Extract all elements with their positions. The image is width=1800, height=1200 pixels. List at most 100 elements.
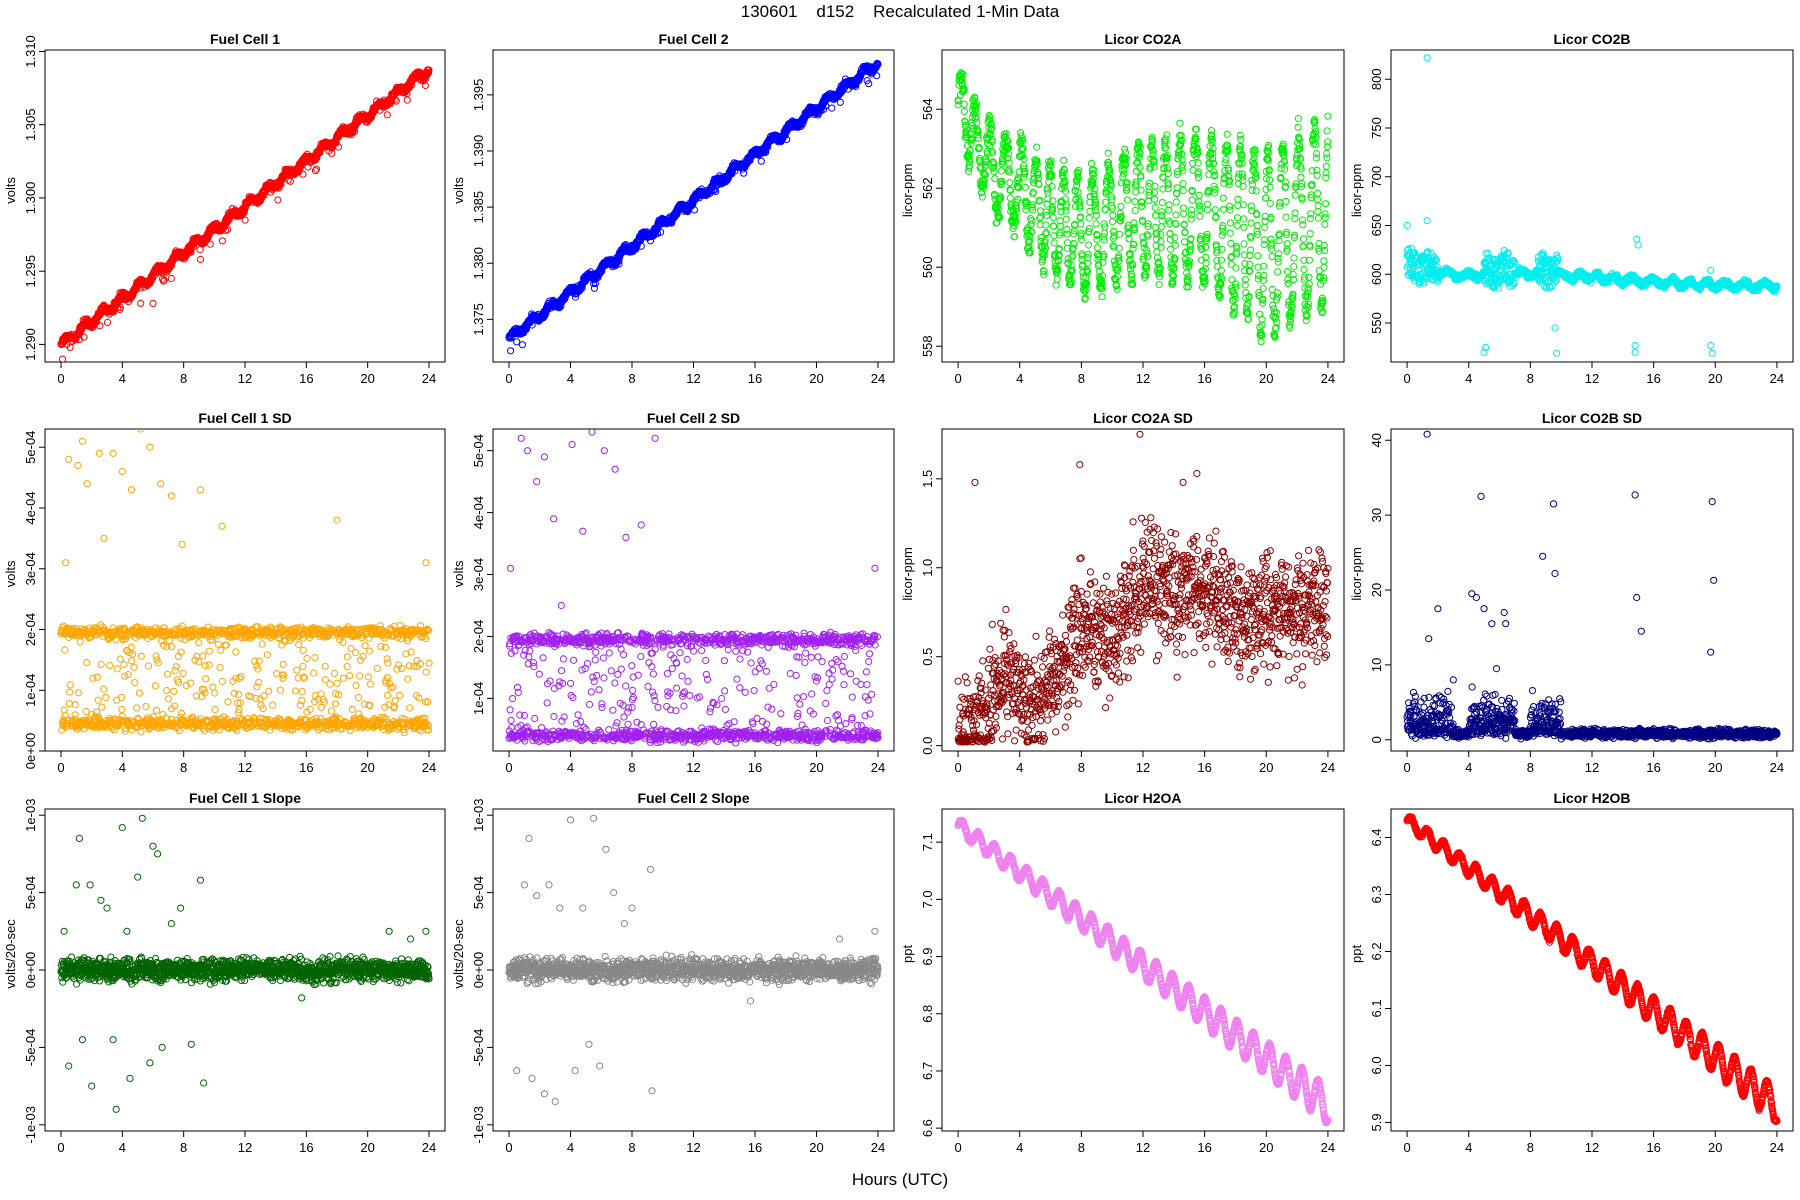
data-point: [196, 246, 204, 254]
data-point: [1307, 191, 1315, 199]
data-point: [1006, 179, 1014, 187]
data-point: [740, 169, 748, 177]
data-point: [1048, 182, 1056, 190]
x-tick-label: 12: [1136, 371, 1150, 386]
y-tick-label: 1.395: [471, 79, 486, 112]
data-point: [1232, 264, 1240, 272]
x-tick-label: 24: [422, 371, 436, 386]
data-point: [836, 98, 844, 106]
data-point: [1305, 256, 1314, 264]
data-point: [1314, 214, 1323, 222]
data-point: [1248, 176, 1256, 184]
data-point: [973, 100, 981, 108]
x-tick-label: 20: [809, 371, 823, 386]
data-point: [1165, 217, 1173, 225]
data-point: [1099, 253, 1108, 261]
data-point: [981, 171, 989, 179]
data-point: [1319, 277, 1327, 285]
data-point: [223, 226, 232, 234]
data-point: [1311, 125, 1319, 133]
data-point: [1036, 207, 1044, 215]
data-point: [1074, 169, 1082, 178]
data-point: [1274, 268, 1282, 276]
data-point: [391, 96, 399, 104]
data-point: [1105, 162, 1113, 170]
data-point: [1250, 154, 1258, 162]
data-point: [1297, 183, 1306, 191]
data-point: [1238, 155, 1246, 163]
data-point: [1252, 169, 1260, 178]
data-points: [505, 59, 882, 355]
data-point: [988, 138, 996, 146]
data-point: [1282, 228, 1291, 236]
data-point: [1206, 164, 1214, 172]
data-point: [316, 149, 324, 157]
data-point: [167, 274, 175, 283]
data-point: [1303, 289, 1312, 297]
data-point: [820, 105, 828, 113]
data-point: [1108, 196, 1116, 204]
data-point: [1069, 230, 1078, 238]
data-point: [1129, 261, 1137, 269]
data-point: [994, 204, 1003, 213]
data-points: [1403, 54, 1781, 357]
data-point: [1172, 198, 1180, 206]
data-point: [1012, 217, 1020, 225]
data-point: [590, 284, 599, 292]
x-tick-label: 16: [299, 371, 313, 386]
data-point: [557, 302, 565, 310]
data-point: [1165, 181, 1173, 189]
data-point: [1290, 254, 1298, 262]
data-point: [1228, 276, 1236, 284]
data-point: [574, 282, 582, 290]
data-point: [990, 160, 998, 168]
data-point: [1268, 239, 1276, 247]
y-tick-label: 1.380: [471, 247, 486, 280]
data-point: [989, 163, 998, 171]
data-point: [103, 318, 112, 326]
data-point: [241, 216, 249, 224]
data-point: [304, 163, 312, 171]
data-point: [1117, 212, 1125, 221]
data-point: [1211, 206, 1219, 214]
data-point: [1226, 202, 1234, 210]
data-point: [1187, 206, 1196, 214]
data-point: [1158, 208, 1166, 216]
data-point: [1241, 281, 1249, 289]
data-point: [1308, 180, 1316, 189]
data-point: [1076, 202, 1084, 210]
data-point: [1319, 308, 1327, 316]
data-point: [1123, 179, 1131, 187]
data-point: [1129, 244, 1137, 252]
data-point: [1272, 314, 1280, 322]
data-point: [1226, 219, 1235, 227]
data-point: [1137, 186, 1145, 194]
data-point: [1308, 167, 1316, 175]
data-point: [1218, 231, 1226, 239]
data-point: [1314, 202, 1322, 210]
data-point: [1026, 247, 1034, 255]
data-point: [1313, 196, 1322, 204]
data-point: [1014, 184, 1023, 192]
y-axis-label: volts: [451, 177, 466, 204]
data-point: [1029, 206, 1037, 214]
data-point: [1163, 151, 1171, 160]
data-point: [1239, 201, 1248, 209]
data-point: [1079, 261, 1087, 269]
data-point: [1007, 201, 1015, 209]
data-point: [1120, 170, 1128, 178]
data-points: [57, 66, 433, 362]
data-point: [1274, 254, 1282, 263]
x-tick-label: 4: [567, 371, 574, 386]
data-point: [1249, 159, 1258, 167]
data-point: [982, 155, 990, 163]
data-point: [1132, 180, 1140, 188]
data-point: [1269, 292, 1277, 300]
data-point: [1277, 173, 1285, 181]
data-point: [1312, 133, 1320, 141]
data-point: [1212, 212, 1220, 221]
data-point: [981, 170, 989, 178]
data-point: [1115, 257, 1123, 265]
data-point: [1324, 138, 1332, 146]
